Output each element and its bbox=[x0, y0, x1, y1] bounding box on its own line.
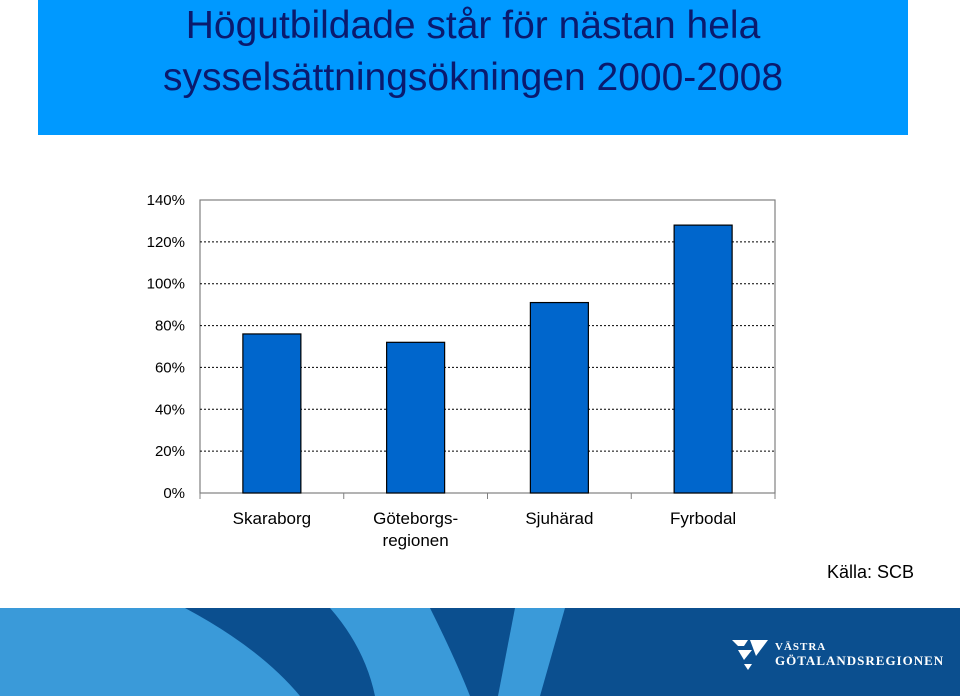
bar bbox=[386, 341, 446, 494]
title-banner: Högutbildade står för nästan hela syssel… bbox=[38, 0, 908, 135]
page-title-line1: Högutbildade står för nästan hela bbox=[185, 4, 761, 47]
y-tick-label: 20% bbox=[155, 443, 185, 460]
bar-chart: 0% 20% 40% 60% 80% 100% 120% 140% Skaraborg Göteb… bbox=[147, 192, 776, 550]
y-tick-label: 60% bbox=[155, 359, 185, 376]
y-tick-label: 0% bbox=[163, 485, 185, 502]
page-title-line2: sysselsättningsökningen 2000-2008 bbox=[162, 56, 784, 99]
y-tick-label: 100% bbox=[147, 276, 185, 293]
x-tick-label: Sjuhärad bbox=[525, 509, 593, 528]
x-tick-label: Fyrbodal bbox=[670, 509, 736, 528]
y-tick-label: 120% bbox=[147, 234, 185, 251]
bar bbox=[529, 301, 589, 494]
y-tick-label: 40% bbox=[155, 401, 185, 418]
x-tick-label: Göteborgs-regionen bbox=[373, 509, 458, 550]
bar bbox=[242, 333, 302, 494]
y-tick-label: 140% bbox=[147, 192, 185, 209]
bar bbox=[673, 224, 733, 494]
logo-wordmark: VÄSTRA GÖTALANDSREGIONEN bbox=[775, 640, 944, 668]
y-tick-label: 80% bbox=[155, 318, 185, 335]
logo-line2: GÖTALANDSREGIONEN bbox=[775, 653, 945, 668]
footer-band bbox=[0, 608, 960, 696]
x-tick-label: Skaraborg bbox=[233, 509, 311, 528]
logo-line1: VÄSTRA bbox=[775, 641, 827, 653]
logo-icon bbox=[732, 640, 768, 670]
source-label: Källa: SCB bbox=[826, 562, 914, 582]
